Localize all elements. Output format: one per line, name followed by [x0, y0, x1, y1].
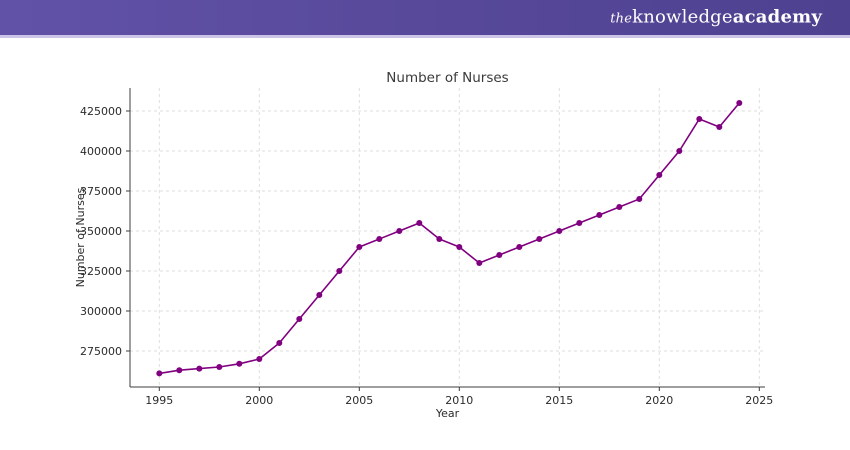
data-point: [556, 228, 563, 234]
data-line: [159, 102, 740, 375]
y-tick-label: 325000: [80, 265, 122, 278]
brand-academy: academy: [732, 6, 822, 28]
data-point: [256, 356, 263, 362]
data-point: [496, 252, 503, 258]
header-bar: theknowledgeacademy: [0, 0, 850, 35]
data-point: [716, 124, 723, 130]
data-point: [296, 316, 303, 322]
y-tick-label: 400000: [80, 145, 122, 158]
data-point: [336, 268, 343, 274]
data-point: [236, 360, 243, 367]
data-point: [616, 204, 623, 210]
header-divider: [0, 35, 850, 38]
x-tick-label: 2015: [545, 394, 573, 407]
data-point: [376, 236, 383, 242]
data-point: [516, 244, 523, 250]
data-point: [676, 148, 683, 154]
y-tick-label: 425000: [80, 105, 122, 118]
data-point: [456, 244, 463, 250]
brand-knowledge: knowledge: [632, 6, 733, 28]
data-point: [596, 212, 603, 218]
x-tick-label: 2010: [445, 394, 473, 407]
data-point: [536, 236, 543, 242]
y-tick-label: 275000: [80, 345, 122, 358]
chart-title: Number of Nurses: [386, 70, 508, 86]
data-point: [276, 340, 283, 346]
data-point: [636, 196, 643, 202]
data-point: [316, 292, 323, 298]
data-point: [216, 364, 223, 370]
data-point: [356, 244, 363, 250]
data-point: [436, 236, 443, 242]
data-point: [576, 220, 583, 226]
y-tick-label: 350000: [80, 225, 122, 238]
y-axis-label: Number of Nurses: [74, 187, 87, 287]
x-tick-label: 2000: [245, 394, 273, 407]
x-tick-label: 2025: [745, 394, 773, 407]
data-point: [156, 370, 163, 377]
x-axis-label: Year: [435, 407, 460, 420]
y-tick-label: 375000: [80, 185, 122, 198]
brand-the: the: [610, 11, 633, 27]
data-point: [176, 367, 183, 374]
x-tick-label: 1995: [145, 394, 173, 407]
data-point: [476, 260, 483, 266]
x-tick-label: 2020: [645, 394, 673, 407]
data-point: [736, 100, 743, 106]
x-tick-label: 2005: [345, 394, 373, 407]
data-point: [416, 220, 423, 226]
data-point: [656, 172, 663, 178]
data-point: [696, 116, 703, 122]
data-point: [396, 228, 403, 234]
brand-logo: theknowledgeacademy: [610, 7, 822, 28]
y-tick-label: 300000: [80, 305, 122, 318]
data-point: [196, 365, 203, 372]
